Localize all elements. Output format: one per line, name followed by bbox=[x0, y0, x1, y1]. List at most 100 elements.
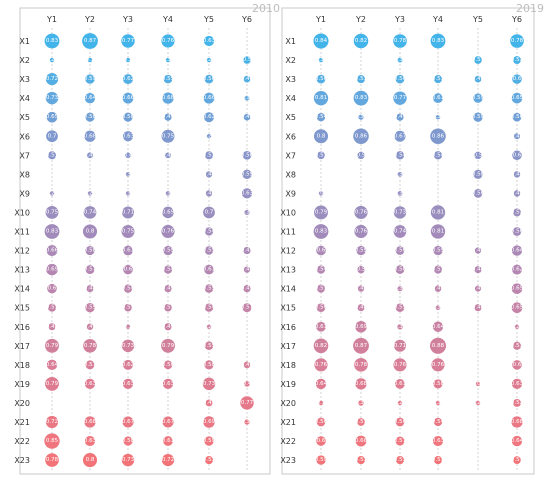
bubble-value-label: 0.08 bbox=[472, 381, 485, 387]
bubble bbox=[514, 324, 520, 329]
bubble bbox=[122, 416, 134, 428]
bubble-value-label: 0.77 bbox=[241, 400, 254, 406]
bubble bbox=[355, 378, 367, 390]
bubble bbox=[203, 416, 215, 428]
bubble-value-label: 0.56 bbox=[394, 419, 407, 425]
column-header-y4: Y4 bbox=[162, 15, 173, 24]
bubble bbox=[511, 416, 523, 428]
bubble bbox=[395, 303, 405, 312]
row-label-x20: X20 bbox=[14, 399, 30, 408]
bubble-value-label: 0.58 bbox=[472, 171, 485, 177]
bubble-value-label: 0.81 bbox=[432, 229, 444, 235]
bubble-value-label: 0.83 bbox=[355, 95, 368, 101]
bubble bbox=[45, 453, 59, 467]
bubble bbox=[474, 151, 482, 160]
bubble-value-label: 0.53 bbox=[511, 343, 524, 349]
bubble-value-label: 0.83 bbox=[46, 38, 59, 44]
bubble bbox=[511, 283, 523, 294]
bubble-value-label: 0.8 bbox=[86, 229, 95, 235]
bubble bbox=[434, 285, 442, 292]
bubble bbox=[206, 57, 212, 63]
bubble bbox=[316, 113, 326, 122]
bubble-value-label: 0.53 bbox=[355, 76, 368, 82]
bubble bbox=[512, 227, 522, 236]
bubble-value-label: 0.69 bbox=[355, 324, 368, 330]
bubble bbox=[204, 246, 214, 255]
bubble bbox=[354, 205, 368, 220]
bubble-value-label: 0.75 bbox=[46, 209, 59, 215]
bubble-value-label: 0.33 bbox=[315, 57, 328, 63]
bubble-value-label: 0.74 bbox=[394, 229, 407, 235]
panel-border bbox=[281, 7, 535, 475]
bubble-value-label: 0.48 bbox=[84, 286, 97, 292]
bubble-value-label: 0.75 bbox=[162, 133, 175, 139]
bubble bbox=[243, 246, 251, 255]
bubble bbox=[121, 339, 135, 353]
bubble bbox=[353, 90, 369, 106]
bubble bbox=[87, 152, 93, 159]
row-label-x5: X5 bbox=[285, 113, 296, 122]
bubble-value-label: 0.28 bbox=[472, 400, 485, 406]
bubble bbox=[316, 417, 326, 427]
bubble bbox=[512, 150, 522, 161]
bubble bbox=[85, 265, 95, 275]
bubble bbox=[164, 303, 172, 312]
bubble bbox=[204, 303, 214, 312]
bubble bbox=[396, 113, 404, 121]
bubble-value-label: 0.54 bbox=[432, 419, 445, 425]
bubble bbox=[46, 263, 58, 276]
bubble bbox=[85, 112, 95, 122]
bubble-value-label: 0.51 bbox=[511, 457, 523, 463]
bubble-value-label: 0.35 bbox=[432, 305, 445, 311]
bubble-value-label: 0.79 bbox=[46, 343, 59, 349]
bubble bbox=[204, 151, 214, 160]
bubble-value-label: 0.48 bbox=[46, 324, 59, 330]
bubble-value-label: 0.26 bbox=[394, 400, 407, 406]
bubble-value-label: 0.57 bbox=[394, 438, 407, 444]
bubble bbox=[162, 378, 174, 389]
bubble bbox=[163, 265, 173, 274]
bubble-value-label: 0.51 bbox=[122, 305, 134, 311]
bubble-value-label: 0.51 bbox=[315, 152, 327, 158]
row-label-x6: X6 bbox=[19, 132, 30, 141]
bubble-value-label: 0.44 bbox=[203, 171, 216, 177]
bubble bbox=[47, 151, 57, 160]
bubble-value-label: 0.7 bbox=[205, 209, 214, 215]
bubble bbox=[161, 453, 175, 467]
row-label-x17: X17 bbox=[280, 342, 296, 351]
bubble bbox=[397, 286, 403, 292]
bubble-value-label: 0.71 bbox=[122, 209, 134, 215]
bubble bbox=[511, 302, 523, 314]
bubble bbox=[397, 400, 403, 406]
bubble bbox=[395, 456, 405, 465]
bubble-value-label: 0.45 bbox=[511, 171, 524, 177]
bubble bbox=[430, 224, 446, 239]
bubble-value-label: 0.46 bbox=[241, 76, 254, 82]
bubble bbox=[243, 113, 251, 121]
bubble-value-label: 0.79 bbox=[46, 381, 59, 387]
bubble-value-label: 0.59 bbox=[241, 171, 254, 177]
bubble-value-label: 0.61 bbox=[122, 248, 134, 254]
row-label-x11: X11 bbox=[14, 228, 30, 237]
bubble-value-label: 0.6 bbox=[317, 248, 326, 254]
bubble bbox=[165, 152, 171, 159]
bubble-value-label: 0.81 bbox=[315, 95, 327, 101]
bubble-value-label: 0.38 bbox=[355, 114, 368, 120]
bubble-value-label: 0.63 bbox=[241, 190, 254, 196]
bubble bbox=[316, 303, 326, 313]
bubble bbox=[84, 416, 96, 428]
bubble bbox=[242, 169, 252, 180]
bubble bbox=[48, 323, 56, 331]
bubble-value-label: 0.86 bbox=[355, 133, 368, 139]
bubble bbox=[45, 205, 59, 219]
bubble-value-label: 0.83 bbox=[432, 38, 445, 44]
bubble bbox=[314, 358, 328, 372]
bubble-value-label: 0.66 bbox=[122, 95, 135, 101]
bubble-value-label: 0.38 bbox=[241, 209, 254, 215]
bubble-value-label: 0.38 bbox=[241, 419, 254, 425]
bubble bbox=[84, 92, 96, 104]
bubble-value-label: 0.65 bbox=[46, 114, 59, 120]
bubble bbox=[511, 378, 523, 389]
bubble-value-label: 0.82 bbox=[315, 343, 327, 349]
bubble bbox=[82, 33, 98, 49]
